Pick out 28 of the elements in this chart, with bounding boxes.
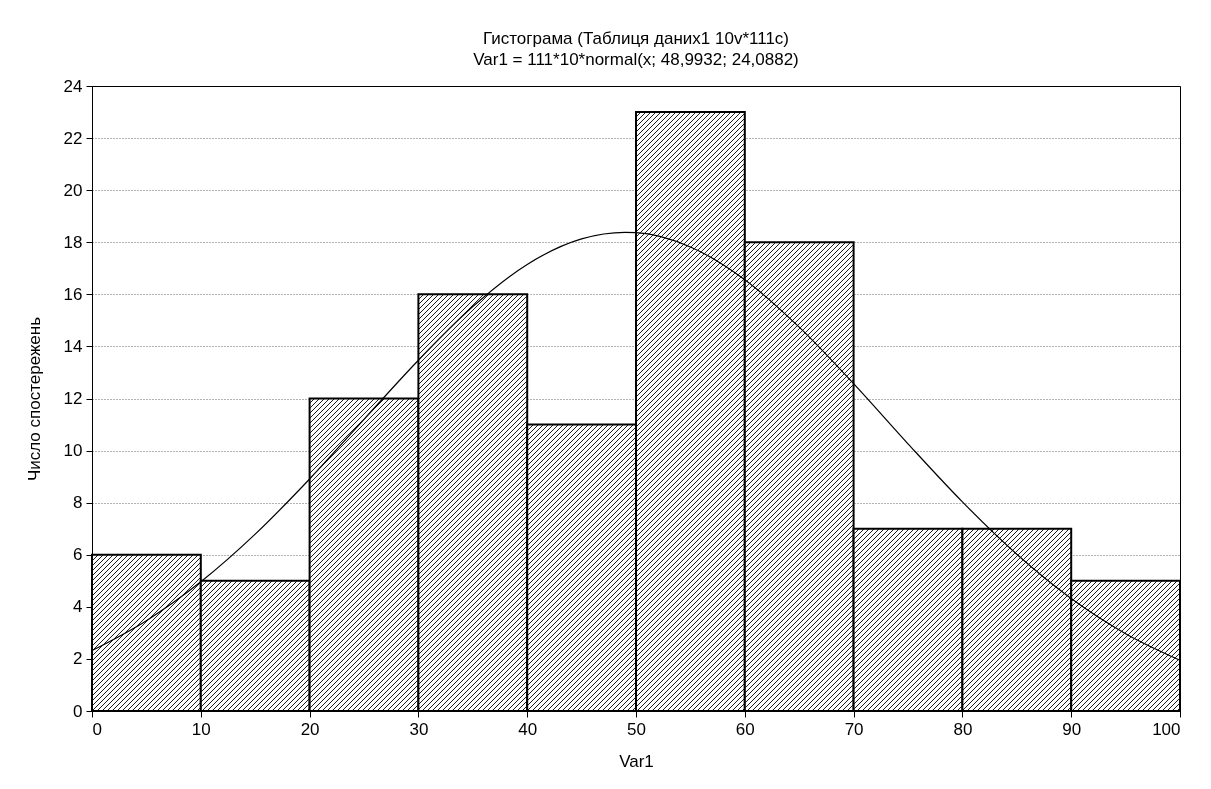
y-tick-label: 24 — [63, 76, 83, 96]
y-tick-label: 16 — [63, 284, 83, 304]
x-tick-label: 100 — [1152, 719, 1181, 739]
y-tick-label: 20 — [63, 180, 83, 200]
y-tick-label: 18 — [63, 232, 83, 252]
x-tick-label: 50 — [627, 719, 646, 739]
y-tick-label: 8 — [73, 493, 83, 513]
y-axis-title: Число спостережень — [24, 316, 44, 482]
chart-title: Гистограма (Таблиця даних1 10v*111c) — [482, 29, 790, 48]
x-tick-label: 40 — [518, 719, 538, 739]
y-tick-label: 12 — [63, 389, 83, 408]
x-tick-label: 70 — [844, 719, 864, 739]
x-tick-label: 0 — [92, 719, 102, 739]
x-axis-title: Var1 — [619, 751, 654, 771]
x-tick-label: 90 — [1062, 719, 1082, 739]
y-tick-label: 2 — [73, 649, 83, 669]
y-tick-label: 4 — [73, 597, 83, 617]
x-tick-label: 10 — [191, 719, 211, 739]
chart-subtitle: Var1 = 111*10*normal(x; 48,9932; 24,0882) — [473, 50, 799, 69]
x-tick-label: 30 — [409, 719, 429, 739]
y-tick-label: 10 — [63, 441, 83, 461]
x-tick-label: 60 — [735, 719, 755, 739]
y-tick-label: 6 — [73, 545, 83, 565]
x-tick-label: 20 — [300, 719, 320, 739]
y-tick-label: 14 — [63, 336, 83, 356]
y-tick-label: 0 — [73, 701, 83, 721]
x-tick-label: 80 — [953, 719, 973, 739]
y-tick-label: 22 — [63, 128, 83, 148]
